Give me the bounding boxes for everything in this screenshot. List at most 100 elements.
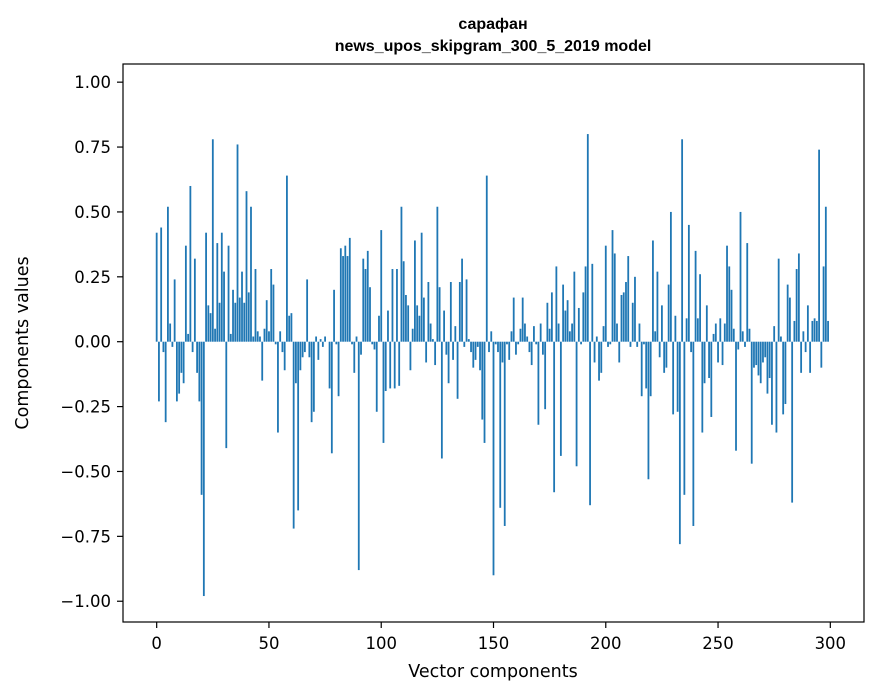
bar-component-171: [539, 323, 542, 342]
bar-component-132: [452, 341, 454, 360]
bar-component-292: [811, 320, 814, 342]
bar-component-273: [768, 341, 771, 379]
bar-component-135: [458, 282, 461, 342]
bar-component-280: [784, 341, 787, 404]
bar-component-32: [227, 245, 230, 342]
bar-component-56: [281, 341, 284, 353]
bar-component-279: [782, 341, 785, 415]
bar-component-22: [205, 232, 207, 342]
bar-component-271: [764, 341, 767, 358]
bar-component-203: [611, 230, 614, 342]
y-tick-label: 0.50: [74, 203, 111, 222]
bar-component-89: [355, 336, 358, 342]
bar-component-231: [674, 315, 677, 342]
bar-component-249: [714, 323, 717, 342]
bar-component-128: [443, 310, 445, 342]
bar-component-82: [339, 248, 342, 342]
y-tick-label: −0.75: [60, 527, 111, 546]
bar-component-162: [519, 328, 522, 342]
bar-component-174: [546, 302, 549, 342]
x-tick-label: 250: [702, 634, 734, 653]
bar-component-61: [292, 341, 295, 529]
bar-component-194: [591, 263, 594, 342]
bar-component-64: [299, 341, 302, 371]
bar-component-60: [290, 313, 293, 342]
bar-component-278: [780, 336, 782, 342]
bar-component-237: [687, 224, 690, 342]
plot-frame: [122, 63, 865, 623]
bar-component-107: [396, 269, 398, 342]
x-axis-ticks: 0 50 100 150 200 250 300: [151, 622, 846, 653]
bar-component-166: [528, 341, 531, 353]
bar-component-74: [321, 341, 324, 347]
bar-component-116: [416, 305, 419, 342]
bar-component-265: [750, 341, 753, 464]
y-tick-label: 0.00: [74, 333, 111, 352]
bar-component-28: [218, 302, 221, 342]
bar-component-288: [802, 331, 805, 342]
bar-component-24: [209, 313, 212, 342]
bar-component-238: [690, 341, 692, 353]
bar-component-79: [333, 289, 335, 342]
bar-component-207: [620, 294, 623, 342]
bar-component-179: [557, 323, 560, 342]
bar-component-118: [420, 232, 423, 342]
bar-component-299: [827, 320, 829, 342]
bar-component-134: [456, 341, 459, 399]
bar-component-20: [200, 341, 203, 495]
bar-component-228: [667, 284, 670, 342]
bar-component-1: [158, 341, 160, 402]
bar-component-6: [169, 323, 172, 342]
bar-component-167: [530, 341, 533, 366]
bar-component-149: [490, 331, 493, 342]
bar-component-183: [566, 300, 569, 342]
bar-component-165: [526, 336, 529, 342]
bar-component-152: [497, 341, 499, 353]
x-tick-label: 50: [258, 634, 279, 653]
bar-component-196: [595, 336, 598, 342]
bar-component-143: [476, 341, 479, 347]
bar-component-119: [422, 297, 425, 342]
bar-component-272: [766, 341, 769, 394]
bar-component-150: [492, 341, 495, 576]
bar-component-202: [609, 341, 612, 345]
bar-component-172: [542, 341, 544, 355]
bar-component-175: [548, 328, 551, 342]
bar-component-14: [187, 333, 190, 342]
bar-component-298: [824, 206, 827, 342]
bar-component-214: [636, 341, 639, 347]
bar-component-156: [506, 341, 508, 345]
bar-component-217: [643, 341, 645, 345]
bar-component-57: [283, 341, 286, 371]
bar-component-283: [791, 341, 794, 503]
bar-component-7: [171, 341, 174, 347]
bar-component-190: [582, 292, 585, 342]
bar-component-18: [196, 341, 198, 373]
bar-component-258: [735, 341, 737, 451]
bar-component-17: [193, 258, 196, 342]
bar-component-291: [809, 341, 812, 373]
bar-component-115: [414, 240, 416, 342]
y-tick-label: 0.25: [74, 268, 111, 287]
bar-component-53: [274, 341, 277, 345]
bar-component-96: [371, 341, 374, 345]
bar-component-77: [328, 341, 331, 389]
x-tick-label: 150: [478, 634, 510, 653]
y-axis-ticks: −1.00 −0.75 −0.50 −0.25 0.00 0.25 0.50 0.75 1.00: [60, 73, 123, 611]
bar-component-245: [705, 305, 708, 342]
bar-component-268: [757, 341, 760, 376]
bar-component-281: [786, 284, 789, 342]
bar-component-44: [254, 269, 257, 342]
bar-component-189: [580, 341, 582, 345]
bar-component-131: [449, 282, 452, 342]
bar-component-286: [797, 253, 800, 342]
bar-component-8: [173, 279, 176, 342]
bar-component-10: [178, 341, 181, 394]
bar-component-42: [250, 206, 252, 342]
bar-component-296: [820, 341, 823, 368]
bar-component-46: [259, 336, 261, 342]
bar-component-11: [180, 341, 183, 373]
bar-component-240: [694, 250, 697, 342]
bar-component-184: [568, 331, 571, 342]
bar-component-241: [696, 318, 699, 342]
